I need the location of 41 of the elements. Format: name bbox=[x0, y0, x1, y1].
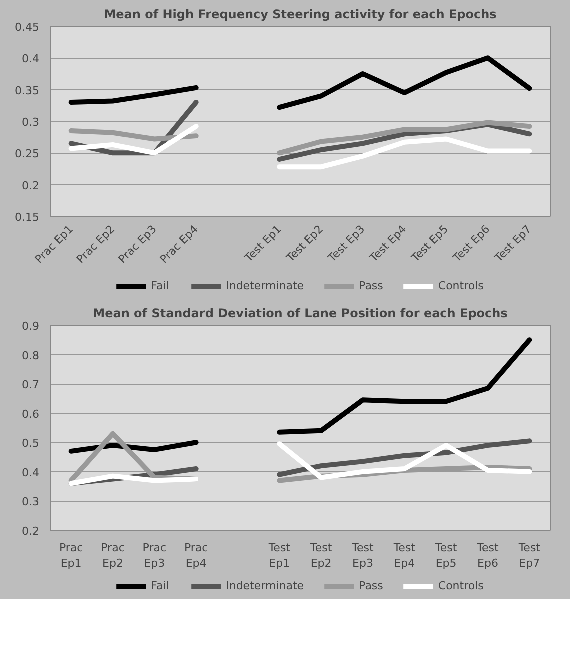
y-tick-label: 0.2 bbox=[22, 179, 40, 192]
y-tick-label: 0.35 bbox=[15, 84, 40, 98]
x-tick-label: Test Ep2 bbox=[310, 542, 333, 570]
legend-label: Fail bbox=[151, 580, 170, 592]
x-tick-label: Test Ep7 bbox=[518, 542, 542, 570]
chart-title: Mean of Standard Deviation of Lane Position for each Epochs bbox=[93, 306, 508, 320]
x-tick-label: Prac Ep4 bbox=[184, 542, 208, 570]
x-tick-label: Test Ep3 bbox=[325, 222, 368, 266]
legend-label: Controls bbox=[438, 580, 484, 592]
x-tick-label: Test Ep1 bbox=[242, 222, 284, 266]
x-tick-label: Test Ep3 bbox=[351, 542, 375, 570]
chart-title: Mean of High Frequency Steering activity for each Epochs bbox=[104, 8, 497, 22]
legend-label: Controls bbox=[438, 280, 484, 292]
x-tick-label: Prac Ep2 bbox=[101, 542, 125, 570]
y-tick-label: 0.25 bbox=[15, 148, 40, 161]
y-tick-label: 0.7 bbox=[22, 378, 40, 392]
legend-label: Indeterminate bbox=[226, 580, 304, 592]
x-tick-label: Prac Ep1 bbox=[59, 542, 84, 570]
x-tick-label: Prac Ep3 bbox=[142, 542, 167, 570]
x-tick-label: Test Ep6 bbox=[476, 542, 500, 570]
legend-label: Pass bbox=[359, 280, 384, 292]
x-tick-label: Test Ep4 bbox=[392, 542, 416, 570]
y-tick-label: 0.3 bbox=[22, 496, 40, 509]
y-tick-label: 0.4 bbox=[22, 52, 40, 66]
legend-label: Indeterminate bbox=[226, 280, 304, 292]
y-tick-label: 0.5 bbox=[22, 437, 40, 450]
y-tick-label: 0.4 bbox=[22, 466, 40, 480]
y-tick-label: 0.15 bbox=[15, 211, 40, 224]
y-tick-label: 0.8 bbox=[22, 349, 40, 362]
x-tick-label: Test Ep1 bbox=[268, 542, 292, 570]
y-tick-label: 0.6 bbox=[22, 408, 40, 421]
x-tick-label: Test Ep4 bbox=[366, 222, 410, 266]
y-tick-label: 0.45 bbox=[15, 21, 40, 34]
y-tick-label: 0.3 bbox=[22, 116, 40, 129]
x-tick-label: Test Ep2 bbox=[283, 222, 326, 266]
x-tick-label: Test Ep5 bbox=[434, 542, 458, 570]
legend-label: Pass bbox=[359, 580, 384, 592]
x-tick-label: Test Ep5 bbox=[408, 222, 451, 266]
legend-label: Fail bbox=[151, 280, 170, 292]
y-tick-label: 0.2 bbox=[22, 525, 40, 538]
y-tick-label: 0.9 bbox=[22, 320, 40, 333]
